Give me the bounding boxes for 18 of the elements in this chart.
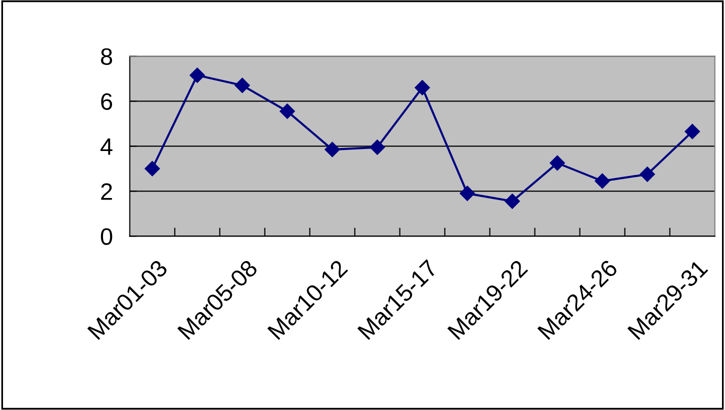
point: [144, 161, 160, 176]
point: [190, 68, 205, 83]
y-tick-label: 6: [101, 93, 112, 110]
point: [640, 166, 655, 182]
point: [550, 155, 565, 171]
y-tick-label: 0: [100, 228, 112, 245]
point: [414, 80, 430, 96]
point: [594, 173, 610, 189]
y-tick-label: 2: [101, 183, 112, 200]
point: [504, 194, 520, 209]
y-tick-label: 8: [101, 48, 112, 65]
point: [324, 142, 340, 158]
point: [460, 186, 475, 201]
point: [234, 78, 250, 93]
point: [280, 104, 295, 119]
point: [684, 124, 700, 140]
y-tick-label: 4: [100, 138, 112, 155]
point: [370, 140, 385, 155]
